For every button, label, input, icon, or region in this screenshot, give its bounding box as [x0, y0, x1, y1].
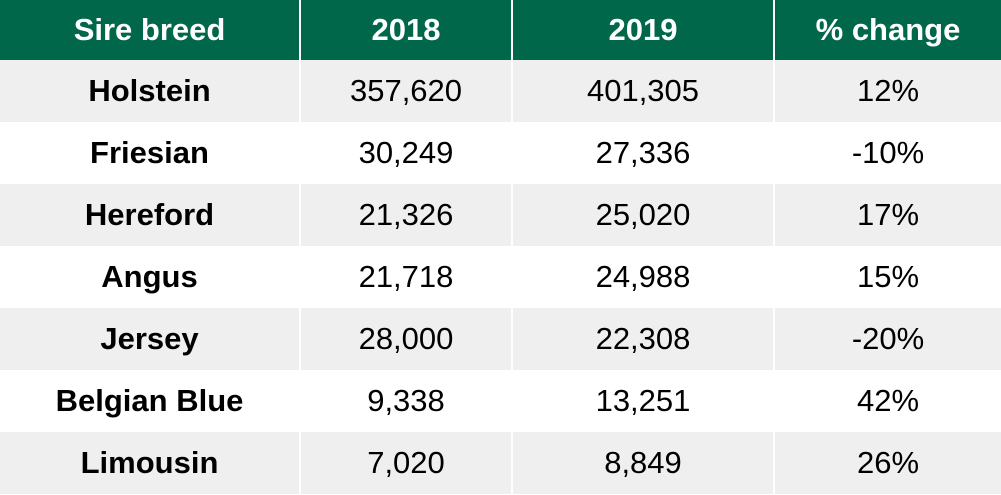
breed-cell: Holstein	[0, 60, 300, 122]
value-cell: 28,000	[299, 308, 512, 370]
table-row: Limousin 7,020 8,849 26%	[0, 432, 1001, 494]
value-cell: 21,718	[299, 246, 512, 308]
table-row: Belgian Blue 9,338 13,251 42%	[0, 370, 1001, 432]
table-row: Hereford 21,326 25,020 17%	[0, 184, 1001, 246]
header-cell: Sire breed	[0, 0, 300, 60]
header-cell: % change	[773, 0, 1001, 60]
breed-cell: Belgian Blue	[55, 383, 244, 418]
table-row: Angus 21,718 24,988 15%	[0, 246, 1001, 308]
value-cell: 26%	[773, 432, 1001, 494]
value-cell: 42%	[773, 370, 1001, 432]
value-cell: -10%	[773, 122, 1001, 184]
header-row: Sire breed 2018 2019% change	[0, 0, 1001, 60]
value-cell: 25,020	[511, 184, 774, 246]
value-cell: 8,849	[511, 432, 774, 494]
header-cell: 2018	[299, 0, 512, 60]
value-cell: 12%	[773, 60, 1001, 122]
table-body: Holstein 357,620 401,305 12% Friesian 30,249 2…	[0, 60, 1001, 494]
value-cell: 401,305	[511, 60, 774, 122]
value-cell: 17%	[773, 184, 1001, 246]
value-cell: 21,326	[299, 184, 512, 246]
breed-cell: Limousin	[0, 432, 300, 494]
value-cell: 357,620	[299, 60, 512, 122]
value-cell: 13,251	[511, 370, 774, 432]
value-cell: 15%	[773, 246, 1001, 308]
value-cell: 7,020	[299, 432, 512, 494]
value-cell: 27,336	[511, 122, 774, 184]
value-cell: 9,338	[299, 370, 512, 432]
value-cell: 24,988	[511, 246, 774, 308]
table-row: Holstein 357,620 401,305 12%	[0, 60, 1001, 122]
breed-cell: Angus	[101, 259, 198, 294]
header-cell: 2019	[511, 0, 774, 60]
breed-cell: Friesian	[90, 135, 209, 170]
value-cell: 22,308	[511, 308, 774, 370]
value-cell: 30,249	[299, 122, 512, 184]
breed-cell: Jersey	[0, 308, 300, 370]
table-row: Friesian 30,249 27,336 -10%	[0, 122, 1001, 184]
breed-cell: Hereford	[0, 184, 300, 246]
value-cell: -20%	[773, 308, 1001, 370]
table-row: Jersey 28,000 22,308 -20%	[0, 308, 1001, 370]
